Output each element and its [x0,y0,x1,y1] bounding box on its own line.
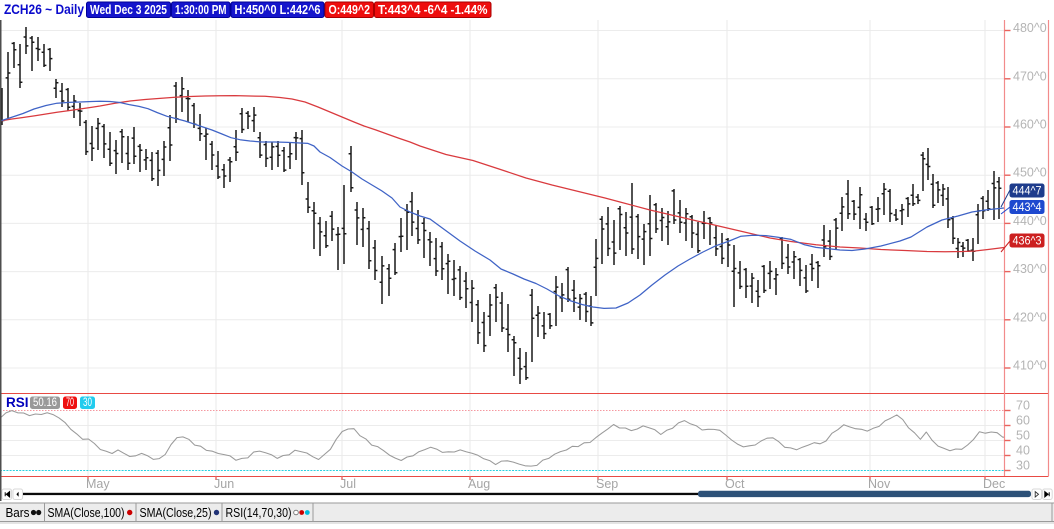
svg-text:Dec: Dec [983,477,1005,491]
svg-text:H:450^0 L:442^6: H:450^0 L:442^6 [235,3,321,17]
svg-text:444^7: 444^7 [1013,183,1042,197]
svg-text:May: May [86,477,110,491]
svg-text:460^0: 460^0 [1013,118,1047,132]
svg-text:410^0: 410^0 [1013,359,1047,373]
svg-text:50: 50 [1016,429,1030,443]
svg-text:470^0: 470^0 [1013,69,1047,83]
svg-text:SMA(Close,25): SMA(Close,25) [140,506,212,520]
svg-text:Wed Dec 3 2025: Wed Dec 3 2025 [90,3,167,17]
svg-text:SMA(Close,100): SMA(Close,100) [48,506,125,520]
svg-text:Oct: Oct [725,477,745,491]
svg-text:50.16: 50.16 [33,395,57,409]
svg-text:40: 40 [1016,444,1030,458]
svg-text:Jun: Jun [214,477,234,491]
svg-text:70: 70 [66,395,74,409]
svg-text:436^3: 436^3 [1013,233,1042,247]
svg-text:440^0: 440^0 [1013,214,1047,228]
svg-text:RSI: RSI [6,395,29,410]
svg-text:Bars: Bars [6,506,30,520]
svg-text:70: 70 [1016,399,1030,413]
svg-text:30: 30 [1016,459,1030,473]
svg-text:480^0: 480^0 [1013,21,1047,35]
svg-text:ZCH26 ~ Daily: ZCH26 ~ Daily [4,1,84,17]
svg-text:T:443^4 -6^4 -1.44%: T:443^4 -6^4 -1.44% [378,3,488,17]
svg-text:RSI(14,70,30): RSI(14,70,30) [226,506,292,520]
svg-text:420^0: 420^0 [1013,310,1047,324]
svg-text:30: 30 [83,395,92,409]
svg-text:O:449^2: O:449^2 [329,3,371,17]
svg-text:450^0: 450^0 [1013,166,1047,180]
svg-text:1:30:00 PM: 1:30:00 PM [175,3,227,17]
svg-text:Sep: Sep [596,477,618,491]
svg-text:443^4: 443^4 [1013,200,1042,214]
svg-text:Aug: Aug [468,477,490,491]
svg-text:Nov: Nov [868,477,891,491]
svg-text:60: 60 [1016,414,1030,428]
svg-text:Jul: Jul [340,477,356,491]
svg-text:430^0: 430^0 [1013,262,1047,276]
